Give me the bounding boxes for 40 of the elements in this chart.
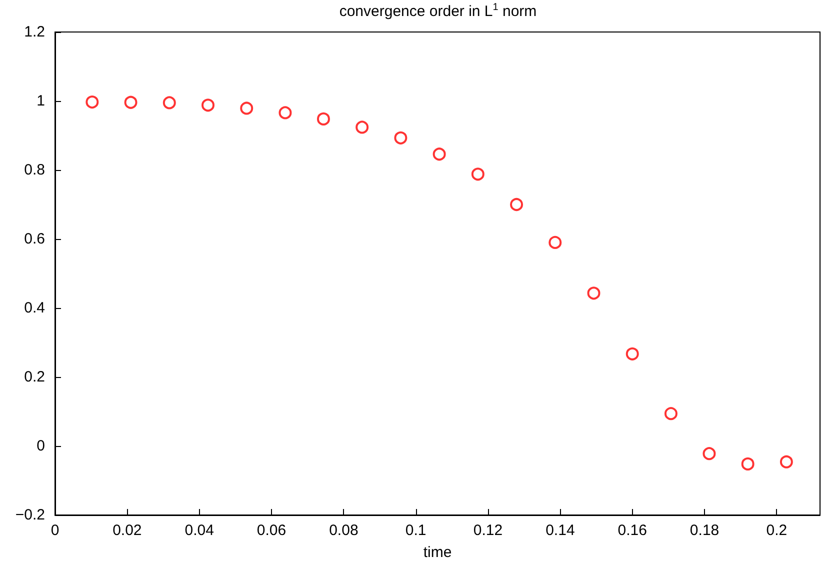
y-tick-label: 1 bbox=[36, 92, 45, 110]
x-tick-label: 0.04 bbox=[184, 522, 214, 539]
point bbox=[780, 455, 793, 468]
y-tick-label: 0.2 bbox=[24, 368, 45, 386]
point bbox=[202, 98, 214, 112]
chart-title: convergence order in L$^{1}$ norm bbox=[338, 2, 538, 20]
x-axis-title: time bbox=[423, 544, 452, 561]
y-tick-label: 0 bbox=[36, 438, 45, 454]
x-tick-label: 0 bbox=[50, 522, 60, 539]
point bbox=[240, 102, 254, 115]
x-tick-label: 0.02 bbox=[112, 522, 142, 539]
x-tick-label: 0.16 bbox=[618, 522, 647, 539]
y-tick-label: −0.2 bbox=[15, 506, 45, 524]
point bbox=[278, 106, 292, 120]
point bbox=[741, 457, 754, 470]
point bbox=[548, 236, 562, 249]
point bbox=[510, 198, 524, 211]
point bbox=[471, 168, 484, 181]
point bbox=[626, 347, 639, 360]
point bbox=[702, 447, 716, 460]
x-tick-label: 0.06 bbox=[256, 522, 286, 539]
point bbox=[316, 112, 330, 126]
x-tick-label: 0.12 bbox=[473, 522, 503, 539]
x-tick-label: 0.2 bbox=[766, 522, 788, 539]
point bbox=[587, 286, 600, 300]
point bbox=[162, 96, 176, 110]
x-tick-label: 0.1 bbox=[405, 522, 426, 539]
x-tick-label: 0.08 bbox=[329, 522, 358, 539]
x-tick-label: 0.14 bbox=[546, 522, 575, 539]
point bbox=[356, 120, 369, 134]
point bbox=[432, 148, 446, 161]
y-tick-label: 1.2 bbox=[24, 24, 45, 40]
y-tick-label: 0.8 bbox=[24, 162, 45, 178]
point bbox=[86, 96, 99, 109]
x-tick-label: 0.18 bbox=[690, 522, 720, 539]
point bbox=[394, 131, 408, 144]
point bbox=[124, 96, 138, 109]
point bbox=[664, 407, 678, 420]
y-tick-label: 0.4 bbox=[24, 300, 45, 316]
y-tick-label: 0.6 bbox=[24, 230, 45, 248]
